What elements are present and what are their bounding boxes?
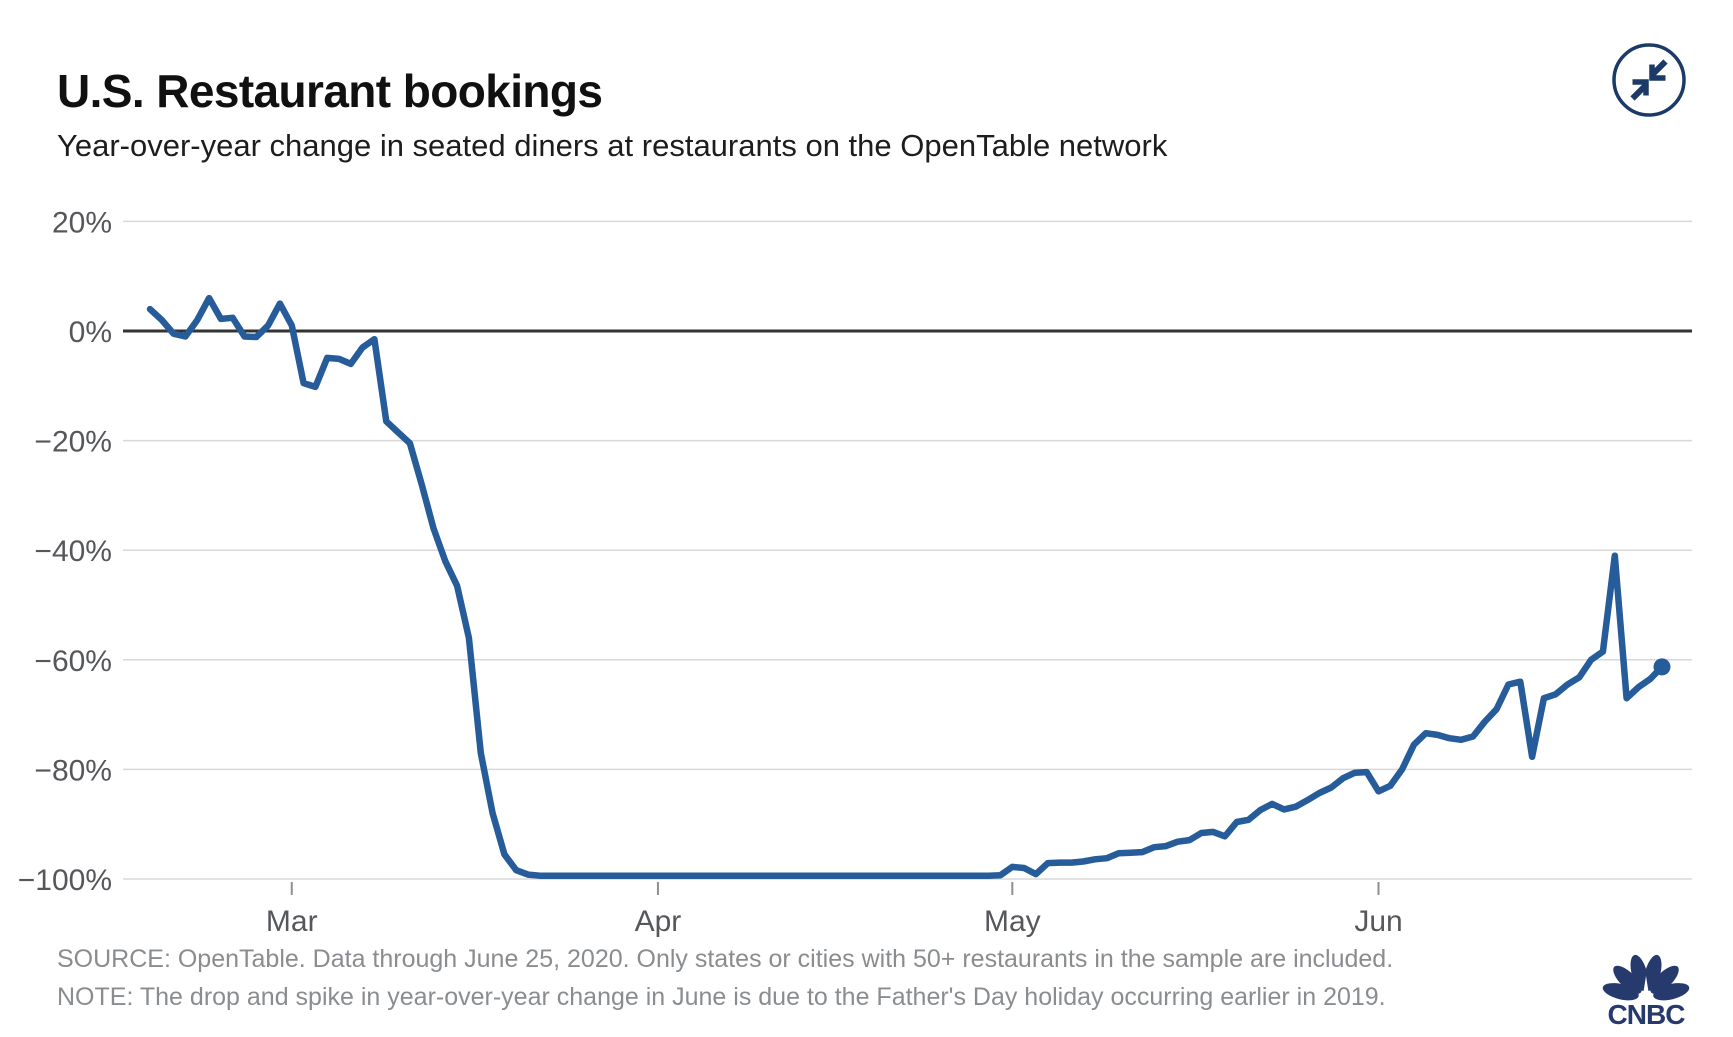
collapse-button[interactable]	[1609, 40, 1689, 120]
y-axis-label: −40%	[34, 535, 112, 568]
cnbc-logo: CNBC	[1600, 948, 1692, 1030]
x-axis-label: Jun	[1354, 905, 1402, 938]
series-line	[146, 294, 1666, 879]
collapse-arrows-icon	[1612, 43, 1686, 117]
x-axis-label: May	[984, 905, 1041, 938]
last-point-marker	[1653, 658, 1671, 676]
y-axis-label: −20%	[34, 426, 112, 459]
note-text: NOTE: The drop and spike in year-over-ye…	[57, 983, 1386, 1011]
page-subtitle: Year-over-year change in seated diners a…	[57, 128, 1168, 163]
peacock-icon: CNBC	[1602, 954, 1690, 1030]
x-axis-label: Apr	[635, 905, 682, 938]
y-axis-label: −100%	[18, 864, 112, 897]
y-axis-label: 20%	[52, 206, 112, 239]
source-text: SOURCE: OpenTable. Data through June 25,…	[57, 945, 1394, 973]
cnbc-wordmark: CNBC	[1608, 999, 1686, 1028]
y-axis-label: 0%	[69, 316, 112, 349]
y-axis-label: −60%	[34, 645, 112, 678]
x-axis-label: Mar	[266, 905, 318, 938]
y-axis-label: −80%	[34, 754, 112, 787]
page-title: U.S. Restaurant bookings	[57, 64, 603, 117]
